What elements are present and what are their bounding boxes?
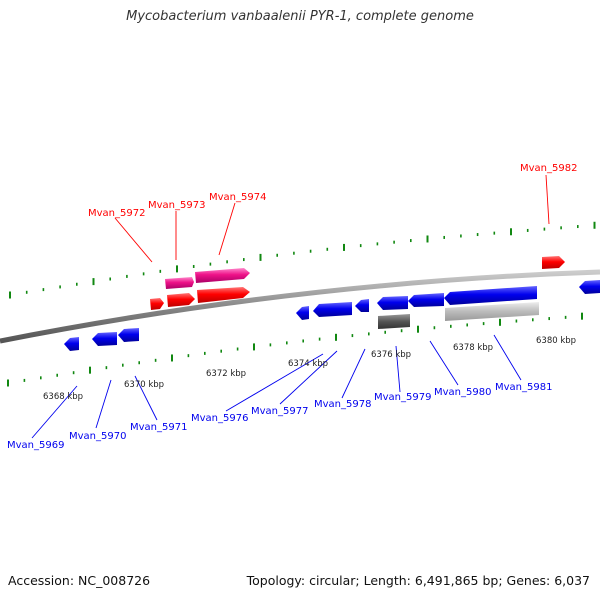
gene-label-mvan-5969[interactable]: Mvan_5969 bbox=[7, 440, 64, 451]
leader-mvan-5979 bbox=[395, 345, 401, 393]
genome-title: Mycobacterium vanbaalenii PYR-1, complet… bbox=[126, 9, 474, 24]
gene-mvan-5979-arrow[interactable] bbox=[377, 296, 408, 310]
reverse-strand-ticks bbox=[7, 312, 583, 387]
leader-mvan-5974 bbox=[218, 202, 236, 256]
gene-mvan-5974-arrow[interactable] bbox=[195, 268, 250, 283]
kbp-label: 6376 kbp bbox=[371, 350, 411, 360]
gene-mvan-5980-arrow[interactable] bbox=[408, 293, 444, 307]
gene-mvan-5976-arrow[interactable] bbox=[296, 306, 309, 320]
gene-label-mvan-5974[interactable]: Mvan_5974 bbox=[209, 192, 266, 203]
leader-mvan-5970 bbox=[95, 379, 112, 429]
leader-mvan-5972 bbox=[114, 217, 153, 263]
gene-label-mvan-5978[interactable]: Mvan_5978 bbox=[314, 399, 371, 410]
accession-label: Accession: NC_008726 bbox=[8, 573, 151, 588]
gene-mvan-5969-arrow[interactable] bbox=[64, 337, 79, 351]
gene-label-mvan-5973[interactable]: Mvan_5973 bbox=[148, 200, 205, 211]
genome-summary-label: Topology: circular; Length: 6,491,865 bp… bbox=[246, 573, 590, 588]
forward-strand-genes bbox=[150, 256, 565, 310]
leader-mvan-5969 bbox=[31, 385, 78, 439]
kbp-label: 6380 kbp bbox=[536, 336, 576, 346]
feature-dark-block[interactable] bbox=[378, 314, 410, 329]
forward-strand-ticks bbox=[9, 221, 596, 299]
gene-mvan-5981-arrow[interactable] bbox=[444, 286, 537, 305]
gene-label-mvan-5976[interactable]: Mvan_5976 bbox=[191, 413, 248, 424]
gene-label-mvan-5977[interactable]: Mvan_5977 bbox=[251, 406, 308, 417]
gene-label-mvan-5979[interactable]: Mvan_5979 bbox=[374, 392, 431, 403]
leader-mvan-5977 bbox=[279, 350, 338, 405]
gene-label-mvan-5982[interactable]: Mvan_5982 bbox=[520, 163, 577, 174]
gene-red-b-arrow[interactable] bbox=[167, 293, 195, 307]
gene-mvan-5971-arrow[interactable] bbox=[118, 328, 139, 342]
leader-mvan-5976 bbox=[225, 353, 324, 412]
reverse-gene-labels: Mvan_5969 Mvan_5970 Mvan_5971 Mvan_5976 … bbox=[7, 382, 552, 451]
leader-mvan-5971 bbox=[134, 375, 158, 421]
leader-mvan-5980 bbox=[429, 340, 459, 386]
gene-label-mvan-5970[interactable]: Mvan_5970 bbox=[69, 431, 126, 442]
reverse-strand-genes bbox=[64, 280, 600, 351]
gene-edge-right-arrow[interactable] bbox=[579, 280, 600, 294]
forward-gene-labels: Mvan_5972 Mvan_5973 Mvan_5974 Mvan_5982 bbox=[88, 163, 577, 219]
leader-mvan-5981 bbox=[493, 334, 522, 381]
coordinate-labels: 6368 kbp 6370 kbp 6372 kbp 6374 kbp 6376… bbox=[43, 336, 576, 402]
kbp-label: 6374 kbp bbox=[288, 359, 328, 369]
gene-label-mvan-5971[interactable]: Mvan_5971 bbox=[130, 422, 187, 433]
gene-mvan-5977-arrow[interactable] bbox=[313, 302, 352, 317]
reverse-leader-lines bbox=[31, 334, 522, 439]
gene-label-mvan-5981[interactable]: Mvan_5981 bbox=[495, 382, 552, 393]
kbp-label: 6372 kbp bbox=[206, 369, 246, 379]
gene-mvan-5978-arrow[interactable] bbox=[355, 299, 369, 312]
gene-label-mvan-5980[interactable]: Mvan_5980 bbox=[434, 387, 491, 398]
gene-label-mvan-5972[interactable]: Mvan_5972 bbox=[88, 208, 145, 219]
kbp-label: 6368 kbp bbox=[43, 392, 83, 402]
forward-leader-lines bbox=[114, 174, 550, 263]
leader-mvan-5982 bbox=[545, 174, 550, 225]
kbp-label: 6370 kbp bbox=[124, 380, 164, 390]
kbp-label: 6378 kbp bbox=[453, 343, 493, 353]
gene-mvan-5982-arrow[interactable] bbox=[542, 256, 565, 269]
gene-red-c-arrow[interactable] bbox=[197, 287, 250, 303]
feature-light-block[interactable] bbox=[445, 302, 539, 321]
leader-mvan-5978 bbox=[341, 348, 366, 399]
other-features bbox=[378, 302, 539, 329]
gene-red-a-arrow[interactable] bbox=[150, 298, 164, 310]
genome-backbone bbox=[0, 269, 600, 344]
gene-mvan-5972-arrow[interactable] bbox=[165, 277, 194, 289]
gene-mvan-5970-arrow[interactable] bbox=[92, 332, 117, 346]
